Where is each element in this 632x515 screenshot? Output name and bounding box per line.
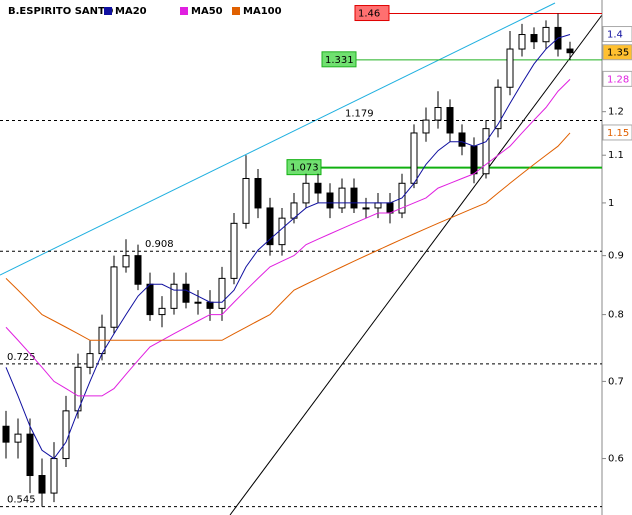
candle-body [158,307,166,316]
candle-body [302,182,310,204]
candle-body [26,433,34,477]
candle-body [338,187,346,209]
price-tag [602,124,632,141]
ma-line [5,79,571,397]
candle-body [122,255,130,268]
candle-body [518,34,526,50]
candle-body [410,132,418,184]
legend-label: MA50 [191,6,223,17]
candle-body [86,353,94,368]
y-tick-label: 1.1 [608,150,624,161]
candle-body [38,475,46,494]
y-tick-label: 1.2 [608,107,624,118]
candle-body [218,277,226,309]
level-label: 1.073 [290,163,319,174]
y-tick-label: 1 [608,198,614,209]
level-tag [354,5,390,22]
candle-body [374,202,382,209]
y-tick-label: 0.8 [608,310,624,321]
legend-label: MA20 [115,6,147,17]
candle-body [50,458,58,494]
candle-body [2,425,10,443]
candle-body [326,192,334,209]
legend-label: MA100 [243,6,282,17]
candle-body [350,187,358,209]
y-tick-label: 0.9 [608,251,624,262]
candle-body [194,301,202,304]
legend-swatch [104,7,112,15]
level-label: 0.545 [7,495,36,506]
candle-body [206,301,214,309]
chart-title: B.ESPIRITO SANTO [8,6,113,17]
price-tag [602,44,632,61]
candle-body [266,207,274,246]
price-tag-label: 1.4 [607,30,623,41]
candle-body [422,119,430,134]
level-label: 0.908 [145,239,174,250]
candle-body [170,283,178,309]
candle-body [62,410,70,460]
candle-body [146,283,154,316]
candle-body [242,177,250,224]
candle-body [314,182,322,194]
level-label: 1.331 [325,55,354,66]
candle-body [566,48,574,54]
candle-body [278,217,286,246]
candle-body [14,433,22,443]
candle-body [542,26,550,43]
level-tag [321,51,357,68]
level-label: 1.46 [358,9,380,20]
candle-body [182,283,190,303]
candle-body [386,202,394,214]
trend-line [0,2,556,276]
candle-body [494,86,502,130]
ma-line [5,132,571,341]
candle-body [458,132,466,147]
candle-body [230,222,238,279]
price-tag-label: 1.28 [607,74,629,85]
legend-swatch [180,7,188,15]
candle-body [134,255,142,285]
candle-body [74,366,82,412]
candle-body [110,266,118,328]
candle-body [254,177,262,209]
price-tag-label: 1.35 [607,48,629,59]
y-tick-label: 0.7 [608,376,624,387]
candle-body [530,34,538,43]
candle-body [482,128,490,175]
price-tag [602,70,632,87]
candle-body [434,107,442,121]
level-tag [286,159,322,176]
level-label: 0.725 [7,352,36,363]
price-tag-label: 1.15 [607,128,629,139]
candle-body [470,145,478,175]
trend-line [229,14,603,515]
y-tick-label: 0.6 [608,454,624,465]
candle-body [446,107,454,134]
candle-body [362,207,370,210]
ma-line [5,34,571,460]
candle-body [506,48,514,88]
level-label: 1.179 [345,109,374,120]
price-tag [602,26,632,43]
legend-swatch [232,7,240,15]
